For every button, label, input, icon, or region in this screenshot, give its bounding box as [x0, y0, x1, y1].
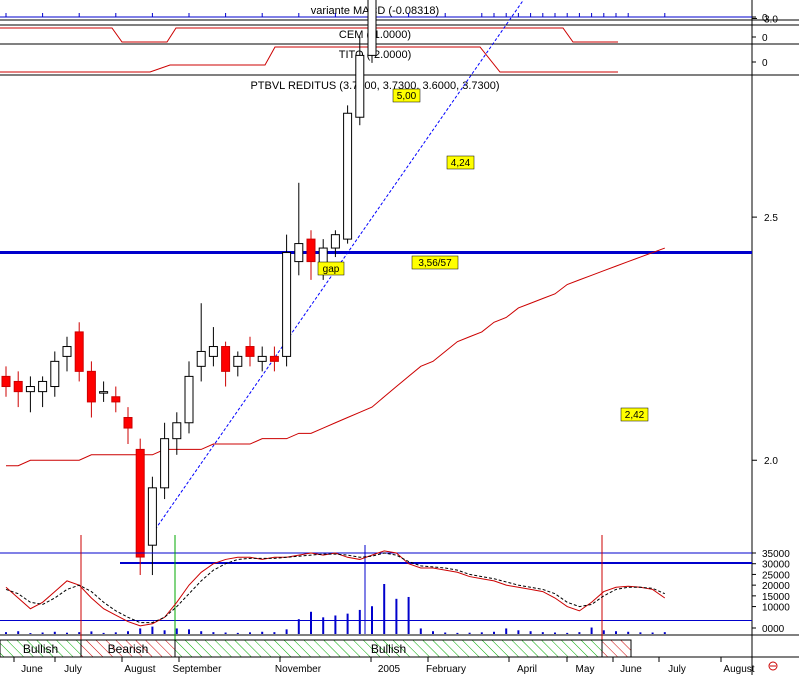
oscillator-line [5, 550, 666, 627]
candle-up [282, 252, 292, 357]
month-label: August [124, 664, 155, 675]
price-axis-label: 3.0 [764, 14, 778, 25]
candle-down [74, 331, 84, 372]
label-peak-box [392, 88, 421, 103]
candle-up [38, 380, 48, 393]
indicator-zero-label: 0 [762, 33, 768, 44]
candle-down [245, 346, 255, 357]
price-title: PTBVL REDITUS (3.7200, 3.7300, 3.6000, 3… [250, 80, 499, 92]
candle-up [343, 112, 353, 240]
month-label: July [64, 664, 82, 675]
osc-axis-label: 35000 [762, 549, 790, 560]
candle-down [221, 346, 231, 372]
osc-axis-label: 20000 [762, 581, 790, 592]
candle-down [123, 417, 133, 429]
candle-up [355, 54, 365, 118]
price-axis-label: 2.5 [764, 213, 778, 224]
indicator-zero-label: 0 [762, 58, 768, 69]
month-label: 2005 [378, 664, 401, 675]
candle-up [62, 346, 72, 357]
candle-up [50, 360, 60, 388]
month-label: May [576, 664, 595, 675]
signal-line [5, 552, 666, 624]
label-peak: 5,00 [397, 91, 417, 102]
candle-up [330, 234, 340, 249]
trendline [151, 0, 525, 534]
indicator-zero-label: 0 [762, 13, 768, 24]
trend-band-label: Bearish [108, 642, 149, 656]
candle-up [99, 391, 109, 394]
osc-axis-label: 0000 [762, 624, 785, 635]
label-gap: gap [323, 264, 340, 275]
trend-band-bearish [601, 639, 632, 658]
candle-down [1, 375, 11, 388]
candle-up [208, 346, 218, 357]
moving-average-line [6, 247, 665, 467]
trend-band-label: Bullish [23, 642, 58, 656]
candle-up [257, 355, 267, 362]
month-label: June [620, 664, 642, 675]
label-resistance-box [446, 155, 475, 170]
candle-up [184, 375, 194, 424]
osc-axis-label: 15000 [762, 592, 790, 603]
month-label: August [723, 664, 754, 675]
candle-up [160, 438, 170, 489]
label-support: 3,56/57 [418, 258, 452, 269]
candle-up [25, 386, 35, 393]
candle-up [172, 422, 182, 440]
label-support-box [411, 255, 459, 270]
candle-up [196, 350, 206, 367]
candle-up [147, 487, 157, 546]
month-label: July [668, 664, 686, 675]
osc-axis-label: 30000 [762, 560, 790, 571]
tito-line [0, 46, 618, 73]
candle-up [294, 243, 304, 263]
month-label: February [426, 664, 466, 675]
label-gap-box [317, 261, 345, 276]
month-label: November [275, 664, 322, 675]
candle-up [367, 0, 377, 56]
candle-down [86, 370, 96, 403]
candle-up [233, 355, 243, 367]
trend-band-label: Bullish [371, 642, 406, 656]
price-axis-label: 2.0 [764, 456, 778, 467]
candle-down [269, 355, 279, 362]
month-label: June [21, 664, 43, 675]
month-label: April [517, 664, 537, 675]
candle-down [306, 238, 316, 263]
cem-line [0, 27, 618, 43]
candle-down [135, 448, 145, 558]
osc-axis-label: 10000 [762, 603, 790, 614]
label-ma-level: 2,42 [625, 410, 645, 421]
label-resistance: 4,24 [451, 158, 471, 169]
month-label: September [173, 664, 223, 675]
osc-axis-label: 25000 [762, 570, 790, 581]
candle-down [13, 380, 23, 393]
label-ma-level-box [620, 407, 649, 422]
candle-down [111, 396, 121, 403]
zoom-out-icon [768, 661, 778, 671]
